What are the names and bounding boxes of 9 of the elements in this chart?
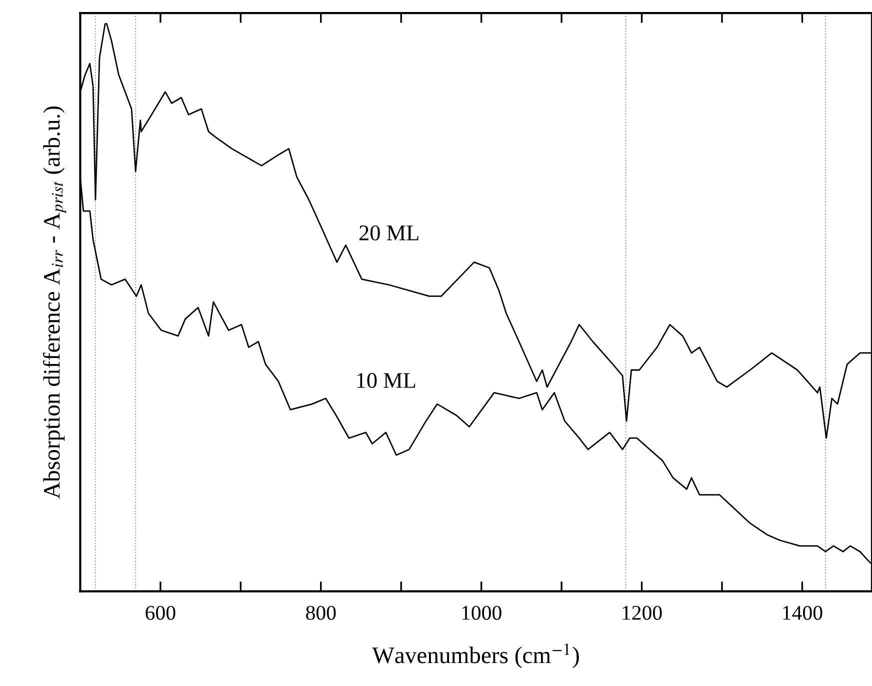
series-label: 20 ML xyxy=(359,225,418,240)
x-tick-label: 600 xyxy=(146,606,176,620)
y-axis-title: Absorption difference A$_{irr}$ - A$_{prist}$ (arb.u.) xyxy=(42,106,66,499)
series-label: 10 ML xyxy=(357,372,416,388)
x-tick-label: 800 xyxy=(306,606,336,620)
x-tick-label: 1200 xyxy=(622,606,662,620)
x-tick-label: 1400 xyxy=(783,606,822,620)
x-axis-title: Wavenumbers (cm$^{−1}$) xyxy=(372,644,579,668)
x-tick-label: 1000 xyxy=(462,606,502,620)
